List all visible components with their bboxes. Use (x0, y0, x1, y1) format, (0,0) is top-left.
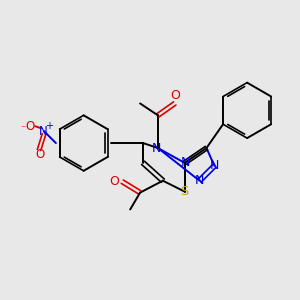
Text: O: O (170, 89, 180, 102)
Text: N: N (210, 159, 219, 172)
Text: N: N (181, 156, 190, 170)
Text: ⁻: ⁻ (21, 124, 26, 134)
Text: O: O (35, 148, 45, 161)
Text: N: N (39, 125, 47, 138)
Text: +: + (45, 121, 53, 131)
Text: S: S (181, 185, 189, 198)
Text: O: O (26, 120, 35, 133)
Text: N: N (195, 174, 204, 187)
Text: N: N (152, 142, 162, 154)
Text: O: O (110, 175, 119, 188)
